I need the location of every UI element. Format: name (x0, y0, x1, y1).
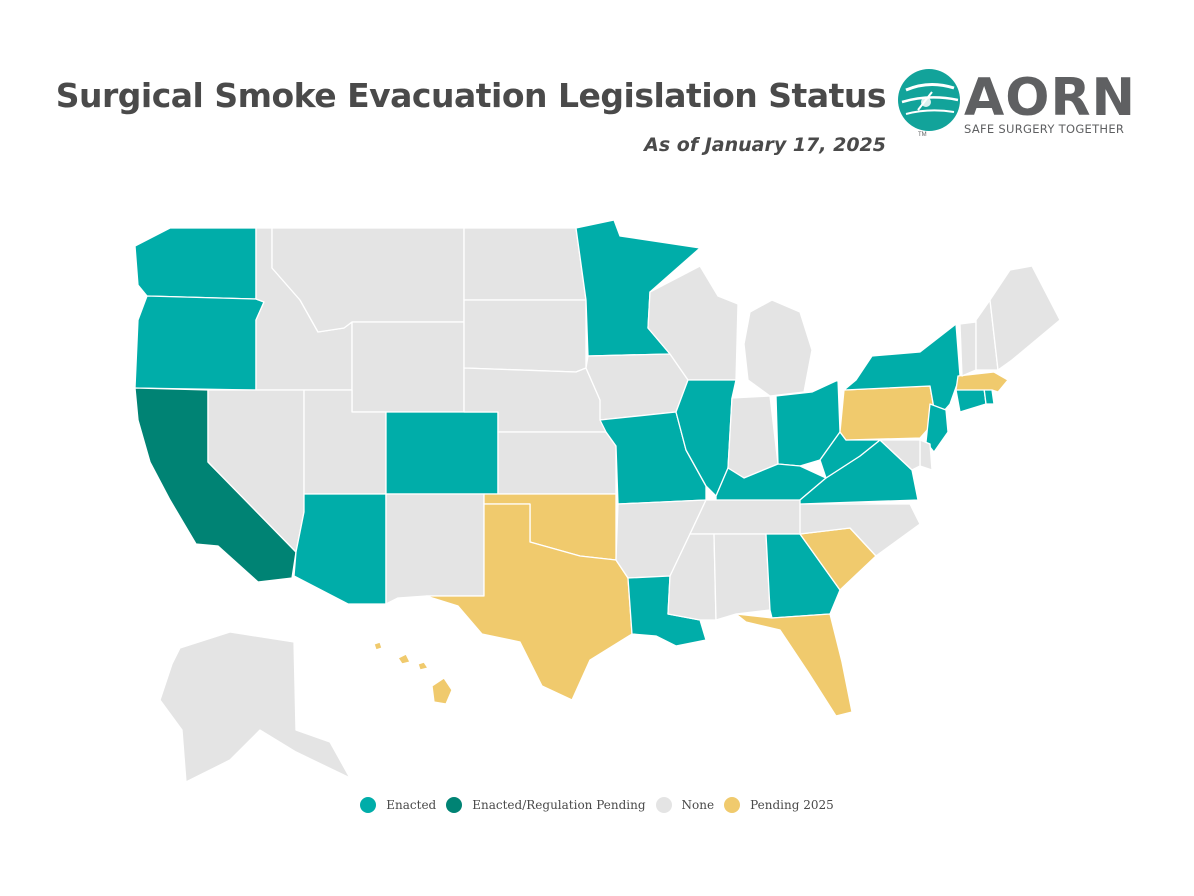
state-fl[interactable] (735, 613, 853, 717)
legend-item-enacted: Enacted (360, 797, 436, 813)
state-md[interactable] (879, 439, 921, 471)
state-nj[interactable] (925, 403, 949, 453)
logo-wordmark: AORN (964, 68, 1137, 128)
state-ny[interactable] (843, 323, 961, 421)
state-ks[interactable] (497, 431, 617, 495)
map-title: Surgical Smoke Evacuation Legislation St… (55, 76, 887, 115)
state-ia[interactable] (585, 353, 689, 421)
logo-tagline: SAFE SURGERY TOGETHER (964, 122, 1125, 136)
legend-label: Enacted/Regulation Pending (472, 798, 646, 812)
state-ma[interactable] (955, 371, 1009, 393)
legend-item-pending-2025: Pending 2025 (724, 797, 834, 813)
legend-swatch-icon (446, 797, 463, 813)
state-nd[interactable] (463, 227, 587, 301)
state-hi-island-2[interactable] (417, 661, 429, 671)
state-or[interactable] (134, 295, 265, 391)
state-mi[interactable] (743, 299, 813, 397)
legend-label: Enacted (386, 798, 437, 812)
aorn-globe-logo-icon (898, 69, 960, 131)
legend-swatch-icon (724, 797, 741, 813)
state-hi[interactable] (431, 677, 453, 705)
legend-item-none: None (655, 797, 715, 813)
state-ak[interactable] (159, 631, 351, 783)
aorn-logo: TM AORN SAFE SURGERY TOGETHER (896, 66, 1136, 142)
legend-swatch-icon (360, 797, 377, 813)
state-co[interactable] (385, 411, 499, 495)
state-ct[interactable] (955, 387, 987, 413)
map-subtitle: As of January 17, 2025 (644, 134, 886, 156)
state-de[interactable] (919, 439, 933, 471)
state-sd[interactable] (463, 299, 587, 373)
logo-trademark: TM (918, 132, 927, 138)
state-wy[interactable] (351, 321, 465, 413)
legend-label: None (681, 798, 715, 812)
state-az[interactable] (293, 493, 387, 605)
state-nm[interactable] (385, 493, 485, 605)
state-wa[interactable] (134, 227, 257, 300)
state-hi-island-3[interactable] (373, 641, 383, 651)
state-tx[interactable] (425, 503, 633, 701)
map-legend: Enacted Enacted/Regulation Pending None Pen… (0, 797, 1194, 813)
state-pa[interactable] (839, 385, 937, 441)
state-me[interactable] (989, 265, 1061, 371)
legend-item-enacted-regulation-pending: Enacted/Regulation Pending (446, 797, 646, 813)
legend-label: Pending 2025 (750, 798, 834, 812)
state-al[interactable] (713, 533, 771, 621)
state-vt[interactable] (959, 321, 977, 377)
state-hi-island-1[interactable] (397, 653, 411, 665)
legend-swatch-icon (655, 797, 672, 813)
state-in[interactable] (727, 395, 779, 479)
